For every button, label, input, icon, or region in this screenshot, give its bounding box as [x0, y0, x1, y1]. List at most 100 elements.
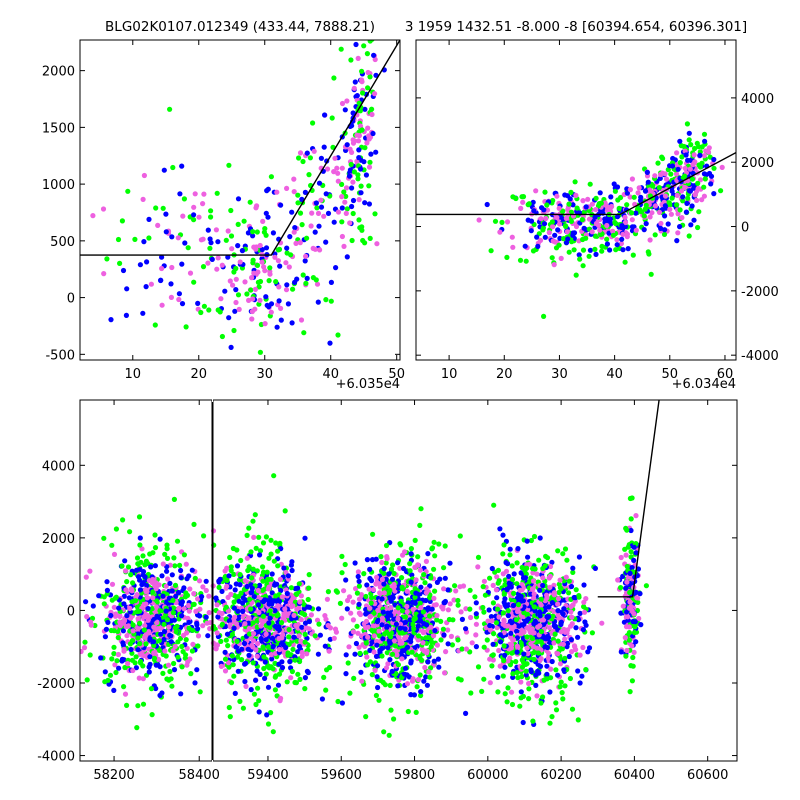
y-tick-label: 2000	[42, 532, 75, 547]
green-point	[172, 563, 177, 568]
green-point	[272, 559, 277, 564]
green-point	[541, 314, 546, 319]
pink-point	[356, 56, 361, 61]
pink-point	[150, 577, 155, 582]
green-point	[696, 209, 701, 214]
green-point	[592, 247, 597, 252]
green-point	[305, 367, 310, 372]
pink-point	[461, 583, 466, 588]
blue-point	[362, 200, 367, 205]
blue-point	[345, 142, 350, 147]
pink-point	[648, 237, 653, 242]
green-point	[688, 142, 693, 147]
green-point	[228, 379, 233, 384]
pink-point	[250, 644, 255, 649]
blue-point	[340, 205, 345, 210]
pink-point	[491, 583, 496, 588]
blue-point	[430, 607, 435, 612]
green-point	[117, 261, 122, 266]
blue-point	[229, 345, 234, 350]
green-point	[231, 328, 236, 333]
blue-point	[408, 660, 413, 665]
blue-point	[271, 644, 276, 649]
blue-point	[263, 294, 268, 299]
blue-point	[662, 213, 667, 218]
blue-point	[490, 566, 495, 571]
pink-point	[366, 625, 371, 630]
panel-top-right: 10 20 30 40 50 60-4000-2000020004000	[416, 40, 779, 382]
green-point	[618, 585, 623, 590]
pink-point	[538, 238, 543, 243]
pink-point	[292, 230, 297, 235]
blue-point	[164, 229, 169, 234]
x-tick-label: 30	[256, 367, 273, 382]
blue-point	[546, 614, 551, 619]
blue-point	[555, 227, 560, 232]
green-point	[334, 588, 339, 593]
blue-point	[186, 573, 191, 578]
panel-bottom: 58200 58400 59400 59600 59800 60000 60200 60400…	[37, 393, 737, 783]
blue-point	[180, 301, 185, 306]
green-point	[306, 597, 311, 602]
green-point	[524, 259, 529, 264]
green-point	[157, 608, 162, 613]
blue-point	[191, 212, 196, 217]
green-point	[302, 686, 307, 691]
green-point	[418, 506, 423, 511]
blue-point	[500, 533, 505, 538]
green-point	[253, 512, 258, 517]
pink-point	[206, 594, 211, 599]
green-point	[365, 662, 370, 667]
green-point	[530, 636, 535, 641]
pink-point	[477, 217, 482, 222]
blue-point	[543, 636, 548, 641]
pink-point	[303, 254, 308, 259]
green-point	[224, 605, 229, 610]
pink-point	[501, 571, 506, 576]
blue-point	[509, 620, 514, 625]
pink-point	[496, 648, 501, 653]
blue-point	[632, 545, 637, 550]
green-point	[496, 581, 501, 586]
pink-point	[552, 262, 557, 267]
blue-point	[141, 239, 146, 244]
green-point	[655, 161, 660, 166]
blue-point	[386, 571, 391, 576]
green-point	[180, 664, 185, 669]
blue-point	[291, 635, 296, 640]
green-point	[384, 560, 389, 565]
blue-point	[136, 574, 141, 579]
blue-point	[546, 604, 551, 609]
green-point	[224, 638, 229, 643]
green-point	[201, 264, 206, 269]
pink-point	[594, 221, 599, 226]
green-point	[550, 219, 555, 224]
blue-point	[269, 598, 274, 603]
blue-point	[497, 526, 502, 531]
green-point	[525, 634, 530, 639]
green-point	[653, 232, 658, 237]
green-point	[191, 217, 196, 222]
pink-point	[117, 614, 122, 619]
green-point	[637, 207, 642, 212]
green-point	[569, 219, 574, 224]
pink-point	[674, 150, 679, 155]
blue-point	[630, 224, 635, 229]
green-point	[687, 137, 692, 142]
y-tick-label: -4000	[741, 349, 779, 364]
blue-point	[541, 207, 546, 212]
pink-point	[184, 562, 189, 567]
blue-point	[194, 621, 199, 626]
green-point	[456, 603, 461, 608]
green-point	[304, 236, 309, 241]
blue-point	[395, 683, 400, 688]
green-point	[277, 541, 282, 546]
green-point	[547, 721, 552, 726]
blue-point	[423, 598, 428, 603]
pink-point	[377, 629, 382, 634]
green-point	[384, 630, 389, 635]
green-point	[588, 182, 593, 187]
blue-point	[432, 628, 437, 633]
pink-point	[272, 255, 277, 260]
blue-point	[508, 631, 513, 636]
